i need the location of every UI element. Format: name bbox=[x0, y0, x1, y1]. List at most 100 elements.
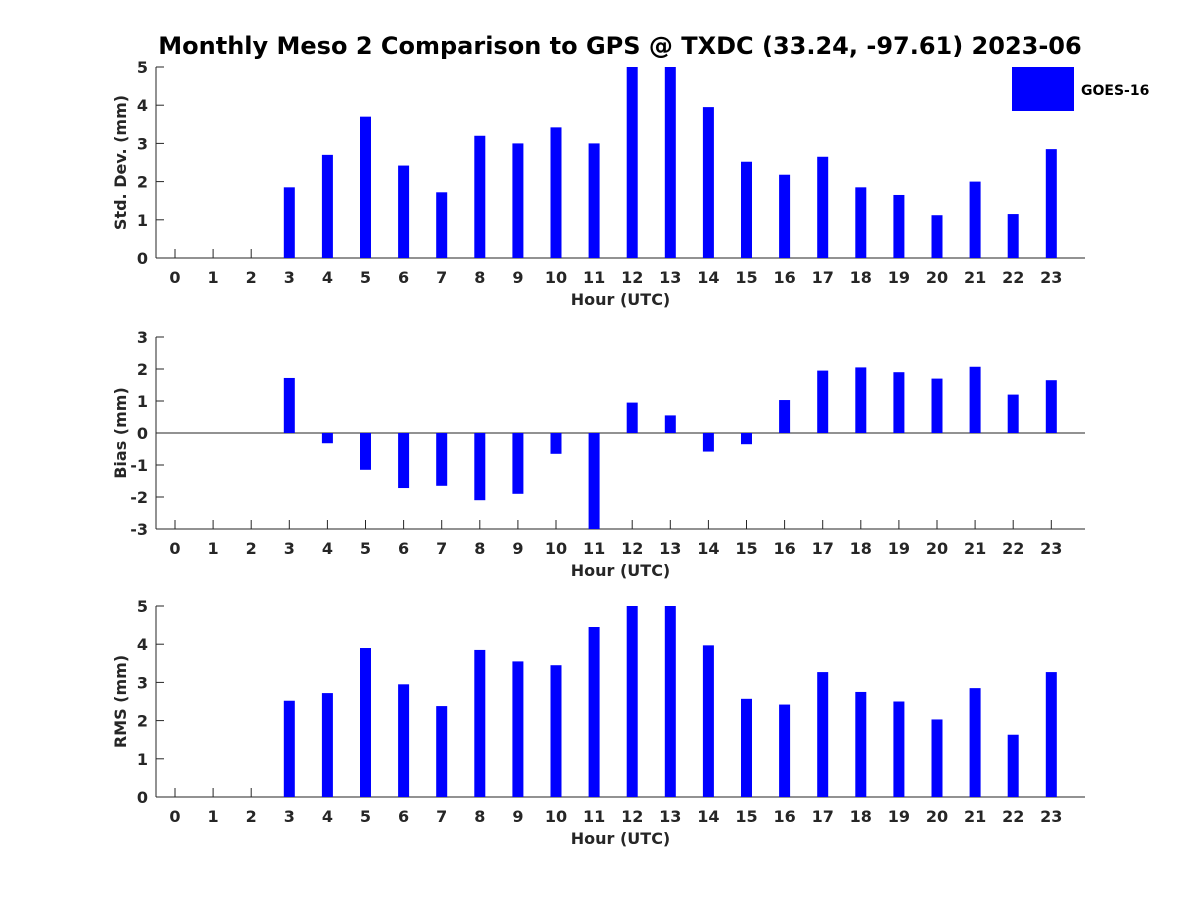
std-dev-bar-hour-19 bbox=[893, 194, 905, 258]
bias-y-axis-label: Bias (mm) bbox=[111, 387, 130, 479]
rms-x-tick-label: 7 bbox=[436, 807, 447, 826]
rms-y-tick-label: 4 bbox=[137, 635, 148, 654]
std-dev-bar-hour-12 bbox=[626, 67, 638, 258]
rms-bar-hour-7 bbox=[436, 706, 448, 797]
bias-y-tick-label: 3 bbox=[137, 328, 148, 347]
bias-bar-hour-20 bbox=[931, 378, 943, 433]
bias-x-tick-label: 4 bbox=[322, 539, 333, 558]
bias-x-tick-label: 6 bbox=[398, 539, 409, 558]
bias-bar-hour-21 bbox=[969, 366, 981, 433]
std-dev-bar-hour-5 bbox=[360, 116, 371, 258]
rms-x-tick-label: 1 bbox=[208, 807, 219, 826]
std-dev-bar-hour-6 bbox=[398, 165, 410, 258]
rms-x-tick-label: 23 bbox=[1040, 807, 1062, 826]
rms-bar-hour-3 bbox=[283, 700, 295, 797]
legend: GOES-16 bbox=[1012, 67, 1149, 111]
rms-bar-hour-18 bbox=[855, 691, 867, 797]
std-dev-bar-hour-21 bbox=[969, 181, 981, 258]
std-dev-x-tick-label: 18 bbox=[850, 268, 872, 287]
rms-x-tick-label: 20 bbox=[926, 807, 948, 826]
std-dev-bar-hour-20 bbox=[931, 215, 943, 258]
std-dev-x-tick-label: 23 bbox=[1040, 268, 1062, 287]
std-dev-x-tick-label: 10 bbox=[545, 268, 567, 287]
std-dev-x-tick-label: 5 bbox=[360, 268, 371, 287]
std-dev-y-tick-label: 4 bbox=[137, 96, 148, 115]
bias-bar-hour-7 bbox=[436, 433, 448, 486]
rms-x-tick-label: 19 bbox=[888, 807, 910, 826]
std-dev-x-tick-label: 8 bbox=[474, 268, 485, 287]
rms-bar-hour-17 bbox=[817, 672, 829, 797]
std-dev-x-tick-label: 7 bbox=[436, 268, 447, 287]
rms-x-tick-label: 3 bbox=[284, 807, 295, 826]
bias-bar-hour-22 bbox=[1007, 394, 1019, 433]
bias-bar-hour-15 bbox=[741, 433, 752, 445]
legend-label-goes-16: GOES-16 bbox=[1081, 83, 1149, 99]
bias-y-tick-label: -1 bbox=[130, 456, 148, 475]
std-dev-x-tick-label: 12 bbox=[621, 268, 643, 287]
rms-x-tick-label: 8 bbox=[474, 807, 485, 826]
std-dev-bar-hour-9 bbox=[512, 143, 524, 258]
std-dev-x-tick-label: 15 bbox=[735, 268, 757, 287]
rms-bar-hour-15 bbox=[741, 698, 752, 797]
bias-bar-hour-10 bbox=[550, 433, 562, 454]
bias-x-tick-label: 1 bbox=[208, 539, 219, 558]
rms-bar-hour-9 bbox=[512, 661, 524, 797]
bias-x-tick-label: 14 bbox=[697, 539, 719, 558]
chart-title: Monthly Meso 2 Comparison to GPS @ TXDC … bbox=[158, 32, 1081, 60]
bias-x-tick-label: 20 bbox=[926, 539, 948, 558]
bias-x-tick-label: 18 bbox=[850, 539, 872, 558]
bias-bar-hour-13 bbox=[664, 415, 676, 433]
std-dev-bar-hour-3 bbox=[283, 187, 295, 258]
rms-y-tick-label: 2 bbox=[137, 712, 148, 731]
std-dev-x-tick-label: 19 bbox=[888, 268, 910, 287]
rms-y-tick-label: 3 bbox=[137, 673, 148, 692]
rms-x-tick-label: 14 bbox=[697, 807, 719, 826]
bias-x-tick-label: 0 bbox=[169, 539, 180, 558]
rms-bar-hour-21 bbox=[969, 688, 981, 797]
rms-x-tick-label: 5 bbox=[360, 807, 371, 826]
bias-bar-hour-17 bbox=[817, 370, 829, 433]
std-dev-x-tick-label: 4 bbox=[322, 268, 333, 287]
bias-bar-hour-5 bbox=[360, 433, 371, 470]
bias-bar-hour-6 bbox=[398, 433, 410, 489]
std-dev-x-tick-label: 2 bbox=[246, 268, 257, 287]
rms-x-tick-label: 11 bbox=[583, 807, 605, 826]
rms-x-tick-label: 10 bbox=[545, 807, 567, 826]
std-dev-x-tick-label: 0 bbox=[169, 268, 180, 287]
rms-bar-hour-4 bbox=[321, 693, 333, 797]
rms-bar-hour-6 bbox=[398, 684, 410, 797]
std-dev-y-tick-label: 2 bbox=[137, 173, 148, 192]
bias-bar-hour-23 bbox=[1045, 380, 1057, 433]
bias-x-tick-label: 11 bbox=[583, 539, 605, 558]
rms-x-tick-label: 12 bbox=[621, 807, 643, 826]
bias-bar-hour-9 bbox=[512, 433, 524, 494]
legend-swatch-goes-16 bbox=[1012, 67, 1074, 111]
std-dev-x-axis-label: Hour (UTC) bbox=[571, 290, 671, 309]
rms-x-tick-label: 18 bbox=[850, 807, 872, 826]
std-dev-bar-hour-15 bbox=[741, 161, 752, 258]
std-dev-bar-hour-14 bbox=[702, 107, 714, 258]
bias-x-tick-label: 23 bbox=[1040, 539, 1062, 558]
std-dev-bar-hour-23 bbox=[1045, 149, 1057, 258]
rms-x-tick-label: 6 bbox=[398, 807, 409, 826]
bias-x-tick-label: 16 bbox=[773, 539, 795, 558]
std-dev-x-tick-label: 1 bbox=[208, 268, 219, 287]
bias-x-tick-label: 9 bbox=[512, 539, 523, 558]
std-dev-bar-hour-11 bbox=[588, 143, 600, 258]
bias-bar-hour-3 bbox=[283, 377, 295, 433]
std-dev-bar-hour-18 bbox=[855, 187, 867, 258]
bias-y-tick-label: -2 bbox=[130, 488, 148, 507]
std-dev-x-tick-label: 20 bbox=[926, 268, 948, 287]
bias-x-tick-label: 17 bbox=[812, 539, 834, 558]
rms-x-tick-label: 2 bbox=[246, 807, 257, 826]
bias-x-tick-label: 3 bbox=[284, 539, 295, 558]
bias-x-tick-label: 10 bbox=[545, 539, 567, 558]
std-dev-y-tick-label: 5 bbox=[137, 58, 148, 77]
std-dev-y-tick-label: 1 bbox=[137, 211, 148, 230]
std-dev-x-tick-label: 16 bbox=[773, 268, 795, 287]
rms-bar-hour-13 bbox=[664, 606, 676, 797]
bias-bar-hour-16 bbox=[779, 400, 791, 433]
std-dev-x-tick-label: 3 bbox=[284, 268, 295, 287]
